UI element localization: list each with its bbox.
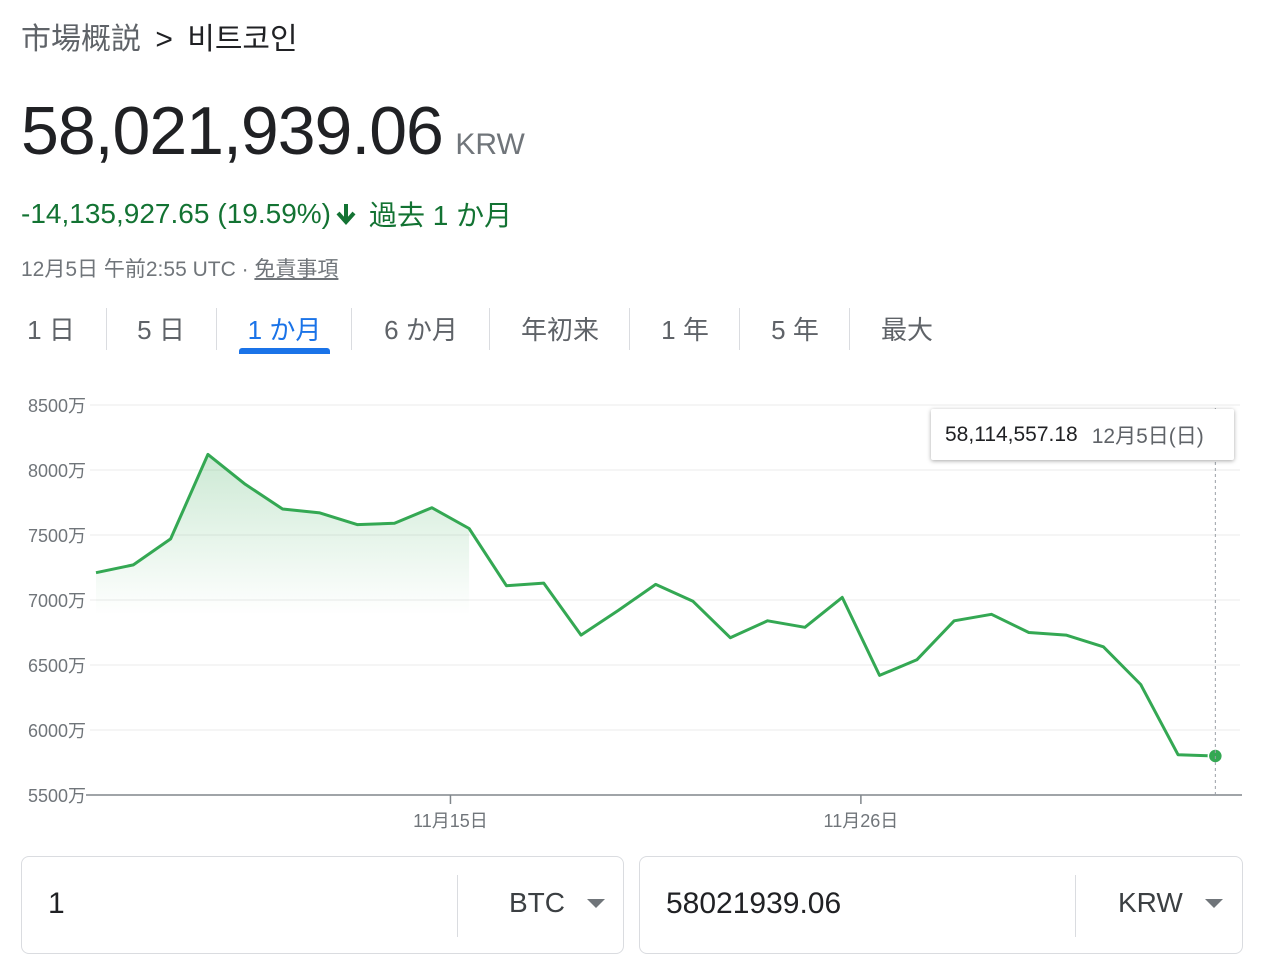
y-tick-label: 8000万 [28, 461, 86, 481]
x-tick-label: 11月15日 [413, 811, 488, 831]
active-tab-indicator [239, 348, 330, 354]
disclaimer-link[interactable]: 免責事項 [254, 258, 339, 281]
chart-tooltip: 58,114,557.18 12月5日(日) [931, 409, 1234, 460]
tab-divider [629, 308, 630, 350]
x-tick-label: 11月26日 [824, 811, 899, 831]
tooltip-date: 12月5日(日) [1091, 424, 1204, 448]
y-tick-label: 7500万 [28, 526, 86, 546]
tab-5-days[interactable]: 5 日 [137, 314, 185, 345]
dropdown-caret-icon [1204, 898, 1223, 908]
tab-ytd[interactable]: 年初来 [520, 314, 599, 345]
breadcrumb-market-overview-link[interactable]: 市場概説 [21, 23, 141, 56]
price-change: -14,135,927.65 (19.59%) 過去 1 か月 [21, 194, 512, 234]
breadcrumb-current: 비트코인 [187, 23, 298, 56]
change-percent: (19.59%) [217, 198, 332, 229]
converter-divider [1075, 875, 1076, 937]
to-currency-label: KRW [1118, 887, 1183, 918]
converter-to: KRW [639, 856, 1243, 954]
converter-from: BTC [21, 856, 624, 954]
tab-1-month[interactable]: 1 か月 [247, 314, 322, 345]
tab-max[interactable]: 最大 [880, 314, 933, 345]
time-range-tabs: 1 日 5 日 1 か月 6 か月 年初来 1 年 5 年 最大 [0, 302, 960, 358]
from-currency-select[interactable]: BTC [509, 887, 605, 919]
tab-divider [489, 308, 490, 350]
tab-6-months[interactable]: 6 か月 [384, 314, 458, 345]
to-currency-select[interactable]: KRW [1118, 887, 1223, 919]
tab-divider [351, 308, 352, 350]
y-tick-label: 8500万 [28, 396, 86, 416]
timestamp-text: 12月5日 午前2:55 UTC · [21, 258, 249, 281]
price-line [95, 452, 1216, 758]
current-price: 58,021,939.06 [21, 93, 444, 169]
from-amount-input[interactable] [48, 887, 428, 921]
y-tick-label: 6000万 [28, 721, 86, 741]
tab-5-years[interactable]: 5 年 [771, 314, 819, 345]
tab-1-day[interactable]: 1 日 [27, 314, 75, 345]
tab-divider [216, 308, 217, 350]
timestamp: 12月5日 午前2:55 UTC · 免責事項 [21, 253, 338, 283]
tab-divider [739, 308, 740, 350]
arrow-down-icon [336, 204, 356, 226]
price-currency: KRW [455, 128, 525, 161]
dropdown-caret-icon [587, 898, 605, 908]
y-tick-label: 6500万 [28, 656, 86, 676]
change-period: 過去 1 か月 [369, 200, 513, 231]
to-amount-input[interactable] [666, 887, 1046, 921]
converter-divider [457, 875, 458, 937]
y-tick-label: 7000万 [28, 591, 86, 611]
breadcrumb-separator: > [155, 23, 173, 56]
change-amount: -14,135,927.65 [21, 198, 210, 229]
y-tick-label: 5500万 [28, 786, 86, 806]
tab-1-year[interactable]: 1 年 [661, 314, 709, 345]
breadcrumb: 市場概説 > 비트코인 [21, 14, 298, 58]
price-display: 58,021,939.06 KRW [21, 92, 525, 170]
tab-divider [849, 308, 850, 350]
tooltip-value: 58,114,557.18 [945, 422, 1078, 446]
price-chart[interactable]: 5500万 6000万 6500万 7000万 7500万 8000万 8500万 11月15… [0, 380, 1281, 840]
tab-divider [106, 308, 107, 350]
from-currency-label: BTC [509, 887, 565, 918]
price-area-fill [96, 454, 470, 615]
